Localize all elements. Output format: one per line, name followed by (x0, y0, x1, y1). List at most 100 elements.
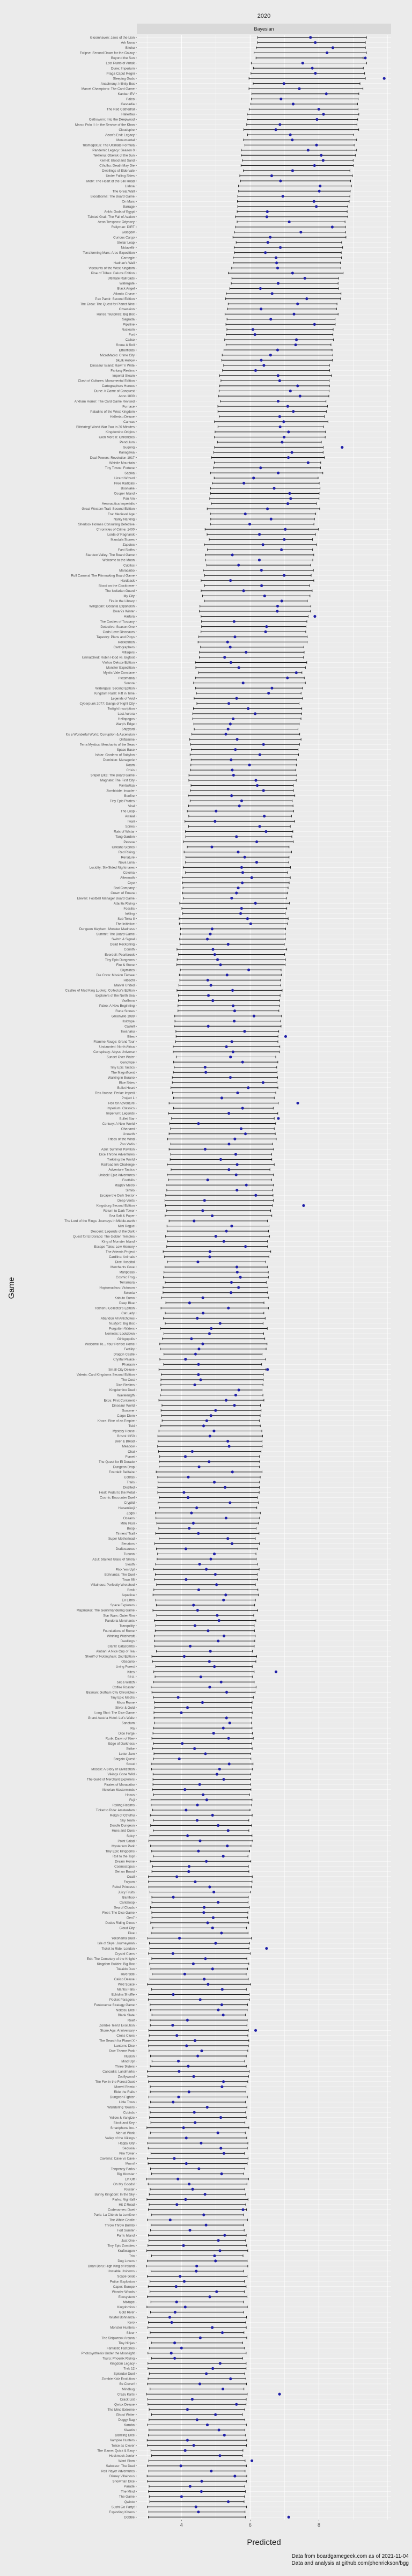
y-tick-label: Monumental (116, 138, 135, 142)
y-tick-label: Bloodborne: The Board Game (91, 195, 135, 199)
y-tick-label: Funkoverse Strategy Game (94, 2003, 135, 2007)
y-tick-label: Rise of Tribes: Deluxe Edition (91, 272, 135, 275)
data-point (229, 646, 232, 649)
y-tick-label: Calico (126, 338, 135, 342)
data-point (278, 2392, 281, 2396)
y-tick-label: Explorers of the North Sea (95, 994, 135, 998)
y-tick-label: Happy City (119, 2142, 135, 2146)
y-tick-label: Aeon's End: Legacy (105, 133, 135, 137)
data-point (192, 2443, 195, 2447)
data-point (284, 1035, 288, 1038)
data-point (186, 1834, 189, 1838)
data-point (219, 1158, 223, 1161)
y-tick-label: Parade (124, 2485, 135, 2489)
x-tick-label: 8 (318, 2522, 320, 2528)
y-tick-label: Crystal Clans (115, 1952, 135, 1956)
data-point (287, 2515, 290, 2519)
y-tick-label: Adventure Tactics (108, 1168, 135, 1172)
data-point (196, 2054, 200, 2058)
data-point (216, 2131, 219, 2134)
y-tick-label: Pirates of Maracaibo (104, 1783, 135, 1787)
y-tick-label: Ticket to Ride: London (101, 1947, 135, 1951)
data-point (382, 77, 386, 80)
data-point (214, 2413, 217, 2416)
data-point (259, 466, 262, 470)
data-point (201, 1312, 205, 1315)
data-point (216, 958, 219, 961)
y-tick-label: Lords of Ragnarok (107, 533, 135, 537)
y-tick-label: Hocus (125, 1793, 135, 1797)
y-tick-label: Tucana (124, 1553, 135, 1556)
data-point (176, 1696, 180, 1699)
data-point (195, 2270, 198, 2273)
y-tick-label: Fuji (129, 1798, 135, 1802)
y-tick-label: Big Monster (117, 2172, 135, 2176)
y-tick-label: Valley of the Vikings (105, 2136, 135, 2140)
y-tick-label: Oceans (123, 1517, 135, 1520)
y-tick-label: Monster Hunters (110, 2326, 135, 2330)
data-point (211, 948, 215, 951)
data-point (243, 1030, 246, 1033)
data-point (213, 2254, 216, 2257)
data-point (182, 2280, 186, 2283)
y-tick-label: Rebel Princess (112, 1885, 135, 1889)
y-tick-label: Bamboo (122, 1896, 135, 1899)
data-point (208, 1885, 211, 1889)
y-tick-label: Heat: Pedal to the Metal (99, 1491, 135, 1495)
data-point (191, 2187, 194, 2191)
data-point (252, 1014, 256, 1018)
data-point (243, 855, 246, 859)
y-tick-label: Monster Expedition (106, 666, 135, 670)
data-point (240, 799, 244, 802)
y-tick-label: Grand Austria Hotel: Let's Waltz (88, 1716, 135, 1720)
y-tick-label: Tinners' Trail (116, 1532, 135, 1536)
y-tick-label: Dungeon Mayhem: Monster Madness (79, 927, 135, 931)
y-tick-label: Heckmeck Junior (109, 2454, 135, 2458)
data-point (212, 1429, 216, 1432)
y-tick-label: Rurik: Dawn of Kiev (106, 1737, 135, 1740)
data-point (200, 2049, 203, 2053)
data-point (177, 2095, 180, 2099)
y-tick-label: Potion Explosion (110, 2280, 135, 2284)
data-point (213, 953, 216, 956)
data-point (230, 1224, 233, 1228)
data-point (230, 1280, 233, 1284)
data-point (186, 2408, 189, 2411)
y-tick-label: Crisis (127, 769, 135, 772)
data-point (254, 902, 257, 905)
y-tick-label: Set a Watch (117, 1680, 135, 1684)
data-point (184, 1358, 187, 1361)
data-point (254, 2029, 258, 2032)
data-point (211, 1926, 214, 1929)
y-tick-label: Mind Up! (121, 2060, 135, 2063)
data-point (198, 1998, 202, 2001)
y-tick-label: Trails (127, 1481, 135, 1484)
data-point (218, 2249, 222, 2252)
y-tick-label: Scout (126, 1762, 135, 1766)
data-point (331, 46, 335, 49)
y-tick-label: Cartographers (113, 646, 135, 649)
data-point (220, 2085, 224, 2088)
y-tick-label: Dwar7s Winter (113, 610, 135, 613)
data-point (315, 143, 318, 147)
y-tick-label: Zombie Kidz Evolution (101, 2377, 135, 2381)
data-point (180, 1711, 183, 1715)
y-tick-label: Fort Sumter (117, 2229, 135, 2233)
y-tick-label: Gugong (123, 446, 135, 450)
data-point (270, 686, 274, 690)
data-point (244, 1245, 247, 1248)
data-point (292, 312, 296, 316)
data-point (317, 107, 320, 111)
data-point (266, 1368, 269, 1371)
data-point (215, 1583, 218, 1586)
y-tick-label: Zombie Teenz Evolution (99, 2024, 135, 2028)
y-tick-label: Dive (128, 1931, 135, 1935)
y-tick-label: Tang Garden (115, 835, 135, 839)
data-point (207, 1629, 210, 1633)
data-point (195, 2264, 198, 2268)
y-tick-label: Crown of Emara (111, 891, 135, 895)
data-point (187, 1475, 190, 1479)
data-point (209, 984, 212, 987)
y-tick-label: Bosk (127, 1589, 135, 1592)
data-point (172, 2101, 175, 2104)
